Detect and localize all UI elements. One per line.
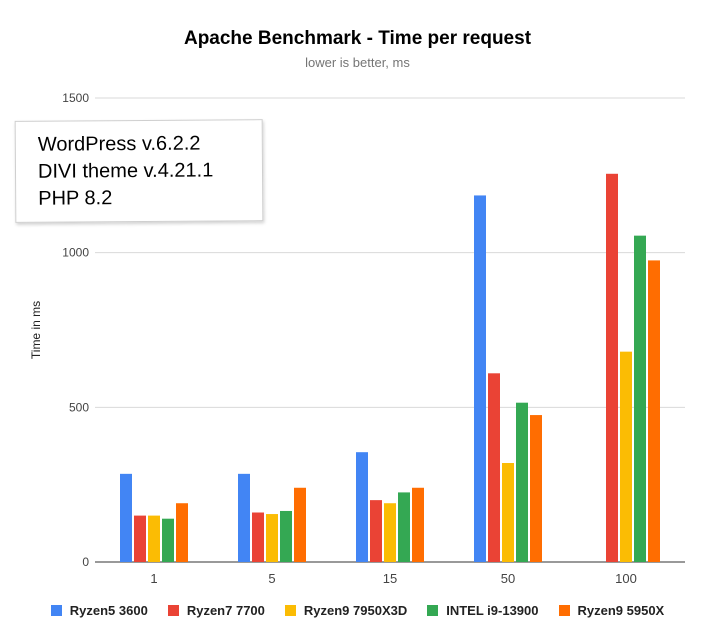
bar: [502, 463, 514, 562]
config-note-box: WordPress v.6.2.2 DIVI theme v.4.21.1 PH…: [14, 119, 264, 223]
bar: [238, 473, 250, 562]
legend-item: Ryzen9 7950X3D: [284, 603, 408, 618]
bar: [356, 452, 368, 562]
legend-label: Ryzen9 5950X: [577, 603, 665, 618]
x-tick-label: 5: [268, 571, 275, 586]
note-line-wordpress: WordPress v.6.2.2: [37, 132, 201, 156]
legend-swatch: [427, 605, 439, 616]
legend-item: Ryzen7 7700: [167, 603, 265, 618]
bar: [280, 510, 292, 562]
y-axis-title: Time in ms: [29, 301, 43, 359]
y-tick-label: 1000: [62, 246, 89, 260]
bar: [176, 503, 188, 562]
note-line-php: PHP 8.2: [38, 187, 113, 210]
legend-item: Ryzen5 3600: [50, 603, 148, 618]
chart-subtitle: lower is better, ms: [305, 55, 410, 70]
bar: [120, 473, 132, 562]
legend-label: INTEL i9-13900: [446, 603, 539, 618]
note-line-theme: DIVI theme v.4.21.1: [37, 159, 214, 183]
chart-title: Apache Benchmark - Time per request: [183, 28, 532, 49]
legend-item: Ryzen9 5950X: [558, 603, 665, 618]
legend-item: INTEL i9-13900: [427, 603, 539, 618]
bar: [384, 503, 396, 562]
bar: [266, 514, 278, 562]
x-tick-label: 15: [383, 571, 397, 586]
y-tick-label: 1500: [62, 91, 89, 105]
x-tick-label: 100: [615, 571, 637, 586]
bar: [148, 515, 160, 562]
bar: [162, 518, 174, 562]
y-tick-label: 500: [69, 400, 89, 414]
bar: [530, 415, 542, 562]
bar: [488, 373, 500, 562]
chart-legend: Ryzen5 3600 Ryzen7 7700 Ryzen9 7950X3D INTE…: [0, 603, 715, 618]
bar: [474, 195, 486, 562]
legend-label: Ryzen9 7950X3D: [303, 603, 408, 618]
bar: [134, 515, 146, 562]
legend-swatch: [284, 605, 296, 616]
bar: [620, 351, 632, 562]
legend-swatch: [167, 605, 179, 616]
bar: [634, 235, 646, 563]
bar: [516, 402, 528, 562]
legend-swatch: [50, 605, 62, 616]
bar: [398, 492, 410, 562]
legend-swatch: [558, 605, 570, 616]
bar: [370, 500, 382, 562]
bar: [252, 512, 264, 562]
legend-label: Ryzen7 7700: [186, 603, 265, 618]
bar: [412, 487, 424, 562]
x-tick-label: 50: [501, 571, 515, 586]
bar: [606, 173, 618, 562]
bar: [294, 487, 306, 562]
y-tick-label: 0: [82, 555, 89, 569]
x-tick-label: 1: [150, 571, 157, 586]
bar: [648, 260, 660, 562]
legend-label: Ryzen5 3600: [69, 603, 148, 618]
